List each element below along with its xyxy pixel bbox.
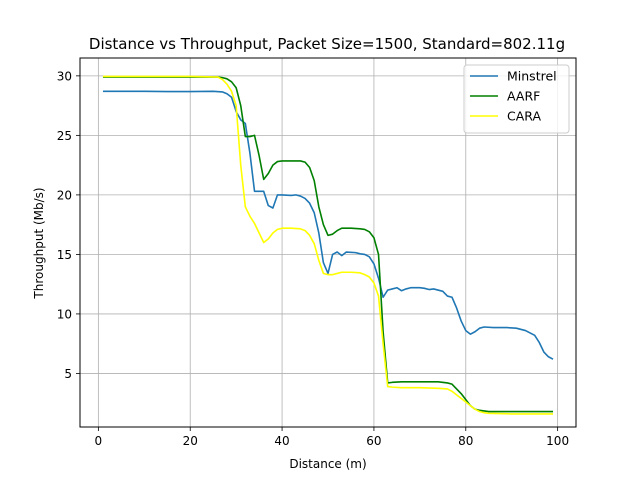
- y-tick-label: 5: [64, 367, 72, 381]
- x-tick-label: 60: [366, 434, 381, 448]
- x-tick-label: 80: [458, 434, 473, 448]
- y-tick-label: 15: [57, 248, 72, 262]
- series-line-cara: [102, 75, 554, 415]
- x-tick-label: 0: [95, 434, 103, 448]
- y-tick-label: 30: [57, 69, 72, 83]
- y-tick-label: 20: [57, 188, 72, 202]
- y-axis-label: Throughput (Mb/s): [32, 187, 46, 299]
- x-tick-label: 40: [274, 434, 289, 448]
- x-tick-label: 20: [183, 434, 198, 448]
- x-axis-label: Distance (m): [289, 457, 366, 471]
- grid: [80, 58, 576, 427]
- x-tick-label: 100: [546, 434, 569, 448]
- axis-ticks: 0 20 40 60 80 100 5 10 15 20 25 30: [57, 69, 569, 448]
- series-line-aarf: [102, 76, 554, 413]
- chart-title: Distance vs Throughput, Packet Size=1500…: [89, 35, 565, 53]
- legend-label-aarf: AARF: [507, 89, 540, 104]
- y-tick-label: 25: [57, 129, 72, 143]
- legend: Minstrel AARF CARA: [463, 64, 570, 134]
- series-line-minstrel: [102, 90, 554, 360]
- plot-frame: [79, 57, 577, 428]
- series-lines: [102, 75, 554, 415]
- y-tick-label: 10: [57, 307, 72, 321]
- legend-label-minstrel: Minstrel: [507, 69, 557, 84]
- legend-label-cara: CARA: [507, 109, 541, 124]
